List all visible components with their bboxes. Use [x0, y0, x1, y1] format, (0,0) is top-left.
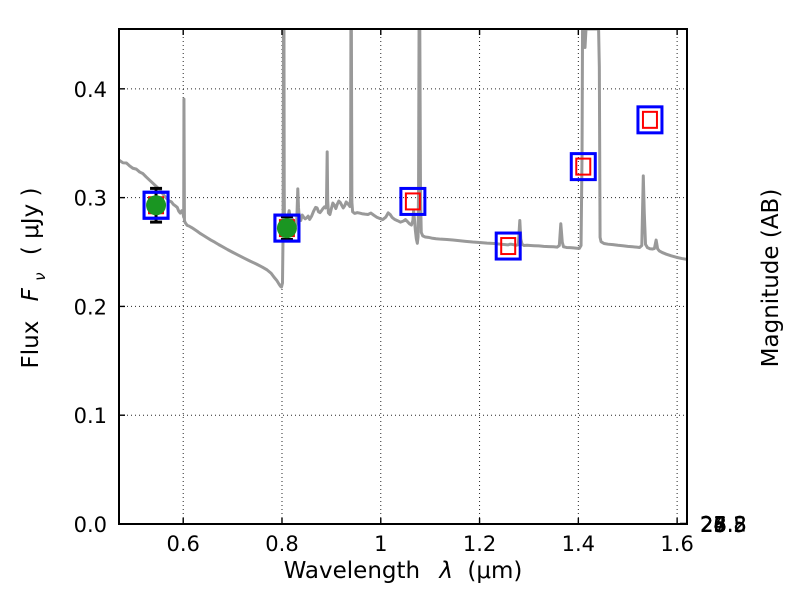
- marker-outer-square: [569, 152, 597, 182]
- observed-photometry-marker: [142, 186, 170, 224]
- marker-inner-square: [404, 192, 421, 211]
- model-photometry-marker: [399, 186, 427, 216]
- x-tick-label: 1: [374, 532, 387, 556]
- y-axis-left-title-F: F: [18, 287, 44, 301]
- marker-inner-square: [575, 157, 592, 176]
- marker-inner-square: [500, 237, 517, 256]
- x-tick-label: 1.2: [463, 532, 496, 556]
- marker-outer-square: [494, 231, 522, 261]
- y-tick-label-right: 25: [700, 513, 727, 537]
- y-tick-label-right: 24.8: [700, 513, 747, 537]
- marker-outer-square: [142, 190, 170, 220]
- x-tick-label: 1.4: [562, 532, 595, 556]
- y-axis-left-title: Flux F ν ( μJy ): [18, 188, 51, 369]
- x-tick-label: 0.8: [265, 532, 298, 556]
- x-tick-label: 1.6: [660, 532, 693, 556]
- marker-filled-circle: [276, 218, 297, 239]
- marker-outer-square: [636, 105, 664, 135]
- x-axis-title-unit: (μm): [467, 558, 522, 584]
- x-axis-title-lambda: λ: [437, 558, 453, 584]
- y-tick-label-left: 0.4: [74, 78, 107, 102]
- y-axis-left-tick-labels: 0.0 0.1 0.2 0.3 0.4: [74, 78, 107, 537]
- y-tick-label-right: 25.5: [700, 513, 747, 537]
- y-tick-label-left: 0.0: [74, 513, 107, 537]
- marker-outer-square: [399, 186, 427, 216]
- x-tick-label: 0.6: [167, 532, 200, 556]
- y-tick-label-left: 0.1: [74, 404, 107, 428]
- y-axis-left-title-nu: ν: [31, 272, 49, 280]
- y-tick-label-right: 28: [700, 513, 727, 537]
- plot-area-background: [119, 29, 687, 524]
- axes-frame: [118, 28, 688, 525]
- y-tick-label-right: 25.2: [700, 513, 747, 537]
- model-photometry-marker: [569, 152, 597, 182]
- data-markers-layer: [142, 105, 664, 261]
- model-spectrum-line: [119, 29, 687, 289]
- y-tick-label-left: 0.2: [74, 295, 107, 319]
- marker-filled-circle: [146, 195, 167, 216]
- y-axis-left-title-unit: ( μJy ): [18, 188, 44, 256]
- marker-outer-square: [273, 213, 301, 243]
- y-tick-label-right: 26: [700, 513, 727, 537]
- x-axis-tick-labels: 0.6 0.8 1 1.2 1.4 1.6: [167, 532, 694, 556]
- y-axis-left-title-main: Flux: [18, 321, 44, 369]
- tick-marks: [119, 29, 687, 525]
- model-photometry-marker: [636, 105, 664, 135]
- x-axis-title-main: Wavelength: [284, 558, 420, 584]
- observed-photometry-marker: [273, 213, 301, 243]
- y-tick-label-left: 0.3: [74, 187, 107, 211]
- x-axis-title: Wavelength λ (μm): [284, 558, 523, 584]
- y-tick-label-right: 26.5: [700, 513, 747, 537]
- marker-inner-square: [641, 110, 658, 129]
- y-tick-label-right: 27: [700, 513, 727, 537]
- model-photometry-marker: [494, 231, 522, 261]
- y-axis-right-title: Magnitude (AB): [758, 189, 784, 368]
